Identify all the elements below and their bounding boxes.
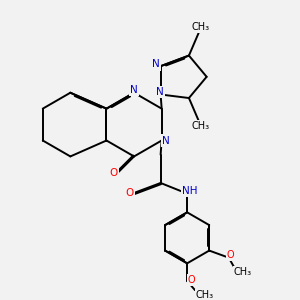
Text: CH₃: CH₃ [196, 290, 214, 300]
Text: N: N [130, 85, 138, 95]
Text: N: N [162, 136, 170, 146]
Text: CH₃: CH₃ [192, 22, 210, 32]
Text: N: N [156, 87, 164, 97]
Text: CH₃: CH₃ [192, 121, 210, 131]
Text: O: O [110, 168, 118, 178]
Text: O: O [188, 275, 195, 285]
Text: O: O [126, 188, 134, 198]
Text: O: O [227, 250, 234, 260]
Text: N: N [152, 59, 160, 69]
Text: CH₃: CH₃ [234, 267, 252, 277]
Text: NH: NH [182, 186, 197, 196]
